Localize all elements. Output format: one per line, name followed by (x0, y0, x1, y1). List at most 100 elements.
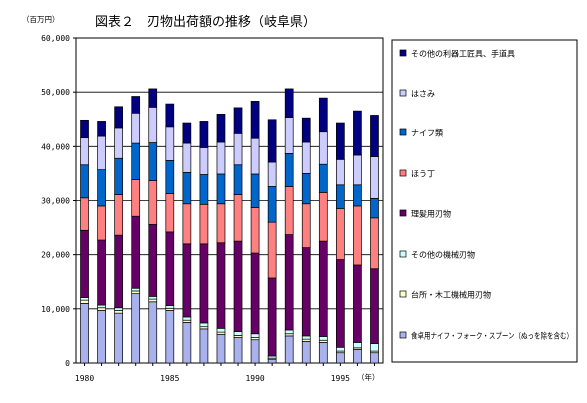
bar-segment (301, 335, 311, 340)
bar-segment (114, 157, 123, 195)
bar-segment (148, 301, 158, 364)
bar-segment (114, 307, 123, 311)
bar-segment (148, 142, 158, 181)
bar-segment (267, 358, 277, 364)
bar-segment (370, 352, 379, 364)
legend-swatch (399, 128, 407, 136)
bar-segment (182, 142, 192, 173)
legend-swatch (399, 209, 407, 217)
y-tick-label: 50,000 (41, 88, 70, 97)
legend-box (391, 39, 578, 363)
bar-segment (301, 117, 311, 143)
bar-segment (216, 173, 226, 205)
bar-segment (216, 141, 226, 175)
bar-segment (165, 160, 175, 194)
bar-segment (97, 121, 106, 137)
bar-segment (97, 205, 106, 241)
bar-segment (199, 121, 209, 148)
bar-segment (284, 335, 294, 364)
chart-title: 図表２ 刃物出荷額の推移（岐阜県） (95, 14, 316, 30)
bar-segment (80, 164, 89, 199)
bar-segment (370, 156, 379, 199)
x-tick-label: 1995 (331, 374, 350, 383)
bar-segment (216, 114, 226, 143)
bar-segment (131, 112, 141, 144)
x-tick-label: 1985 (160, 374, 179, 383)
bar-segment (216, 327, 226, 333)
bar-segment (165, 193, 175, 233)
bar-segment (131, 290, 141, 295)
bar-segment (370, 268, 379, 344)
bar-segment (199, 328, 209, 364)
bar-segment (370, 343, 379, 352)
bar-segment (199, 147, 209, 175)
legend-label: その他の利器工匠具、手道具 (411, 49, 515, 59)
bar-segment (216, 333, 226, 364)
bar-segment (182, 316, 192, 321)
bar-segment (199, 243, 209, 324)
bar-segment (182, 171, 192, 205)
bar-segment (97, 307, 106, 311)
y-axis-unit: （百万円） (22, 15, 60, 24)
legend-label: 台所・木工機械用刃物 (411, 290, 491, 300)
bar-segment (233, 164, 243, 195)
y-tick-label: 0 (65, 359, 70, 368)
bar-segment (318, 342, 328, 364)
bar-segment (165, 231, 175, 306)
bar-segment (80, 299, 89, 304)
bar-segment (165, 305, 175, 309)
bar-segment (267, 221, 277, 279)
bar-segment (131, 215, 141, 289)
bar-segment (318, 336, 328, 341)
bar-segment (182, 203, 192, 245)
bar-segment (267, 161, 277, 187)
legend-label: ナイフ類 (411, 128, 443, 138)
bar-segment (182, 243, 192, 318)
bar-segment (250, 333, 260, 338)
bar-segment (353, 110, 362, 156)
legend-label: はさみ (411, 90, 435, 99)
bar-segment (250, 173, 260, 208)
bar-segment (148, 88, 158, 108)
bar-segment (267, 277, 277, 357)
bar-segment (336, 158, 345, 186)
bar-segment (353, 349, 362, 364)
bar-segment (148, 296, 158, 300)
bar-segment (233, 331, 243, 336)
bar-segment (233, 240, 243, 332)
bar-segment (131, 293, 141, 364)
bar-segment (165, 126, 175, 161)
bar-segment (318, 97, 328, 133)
legend-label: ほう丁 (411, 170, 435, 179)
x-axis-unit: （年） (357, 372, 380, 382)
bar-segment (318, 131, 328, 165)
bar-segment (301, 247, 311, 337)
bar-segment (148, 223, 158, 297)
bar-segment (97, 135, 106, 170)
bar-segment (114, 106, 123, 129)
bar-segment (353, 154, 362, 186)
bar-segment (114, 234, 123, 309)
bar-segment (370, 217, 379, 270)
y-tick-label: 40,000 (41, 142, 70, 151)
bar-segment (284, 88, 294, 118)
legend-swatch (399, 169, 407, 177)
bar-segment (199, 174, 209, 205)
bar-segment (336, 184, 345, 209)
x-tick-label: 1980 (75, 374, 94, 383)
legend-swatch (399, 89, 407, 97)
bar-segment (250, 339, 260, 364)
bar-segment (353, 264, 362, 343)
bar-segment (336, 346, 345, 352)
bar-segment (233, 194, 243, 242)
bar-segment (165, 310, 175, 364)
bar-segment (284, 153, 294, 187)
bar-segment (336, 259, 345, 348)
bar-segment (199, 203, 209, 245)
bar-segment (250, 101, 260, 139)
bar-segment (336, 352, 345, 364)
bar-segment (114, 312, 123, 364)
bar-segment (250, 207, 260, 254)
bar-segment (182, 322, 192, 364)
